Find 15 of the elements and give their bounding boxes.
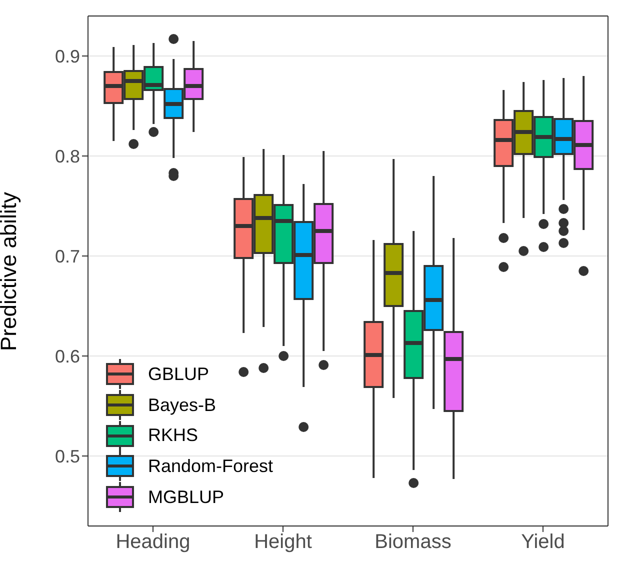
x-tick-label: Height	[254, 531, 312, 554]
y-tick-label: 0.8	[54, 146, 80, 166]
y-tick-label: 0.5	[54, 446, 80, 466]
legend-label: MGBLUP	[148, 486, 224, 508]
y-axis-title: Predictive ability	[0, 192, 21, 351]
legend-label: Bayes-B	[148, 394, 216, 416]
x-tick-label: Yield	[521, 531, 565, 554]
y-tick-label: 0.7	[54, 246, 80, 266]
legend-label: RKHS	[148, 425, 198, 446]
legend-label: GBLUP	[148, 364, 210, 385]
x-tick-label: Biomass	[374, 531, 452, 554]
y-tick-label: 0.9	[54, 46, 80, 66]
x-tick-label: Heading	[116, 531, 190, 554]
y-tick-label: 0.6	[54, 346, 80, 366]
legend-label: Random-Forest	[148, 456, 274, 477]
